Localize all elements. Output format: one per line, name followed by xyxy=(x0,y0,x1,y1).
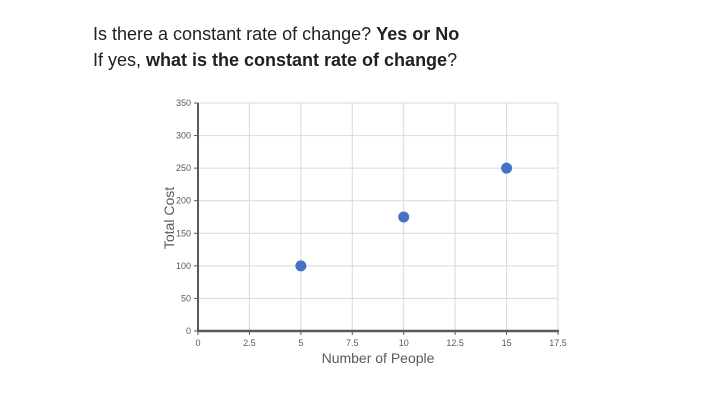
y-tick-label: 200 xyxy=(176,196,191,206)
x-tick-label: 2.5 xyxy=(243,338,256,348)
x-axis-title: Number of People xyxy=(321,350,435,366)
question-line-1-normal: Is there a constant rate of change? xyxy=(93,24,377,44)
x-tick-label: 10 xyxy=(399,338,409,348)
y-tick-label: 300 xyxy=(176,131,191,141)
question-line-2-suffix: ? xyxy=(447,50,458,70)
question-line-2-bold: what is the constant rate of change xyxy=(146,50,448,70)
question-line-2: If yes, what is the constant rate of cha… xyxy=(93,47,459,73)
x-tick-label: 17.5 xyxy=(549,338,567,348)
scatter-chart: 0 50 100 150 200 250 300 350 0 2.5 5 7.5 10 12.5 15 17.… xyxy=(150,92,574,377)
x-tick-label: 5 xyxy=(298,338,303,348)
scatter-chart-svg: 0 50 100 150 200 250 300 350 0 2.5 5 7.5 10 12.5 15 17.… xyxy=(176,98,567,348)
x-tick-label: 7.5 xyxy=(346,338,359,348)
y-tick-label: 100 xyxy=(176,261,191,271)
x-tick-label: 0 xyxy=(195,338,200,348)
y-tick-label: 350 xyxy=(176,98,191,108)
x-tick-label: 12.5 xyxy=(446,338,464,348)
question-line-1: Is there a constant rate of change? Yes … xyxy=(93,21,459,47)
data-point xyxy=(501,162,513,174)
y-tick-label: 0 xyxy=(186,326,191,336)
data-point xyxy=(398,211,410,223)
question-line-1-bold: Yes or No xyxy=(376,24,460,44)
question-line-2-prefix: If yes, xyxy=(93,50,147,70)
x-tick-label: 15 xyxy=(502,338,512,348)
y-axis-title: Total Cost xyxy=(161,186,177,250)
y-tick-label: 50 xyxy=(181,293,191,303)
y-tick-label: 150 xyxy=(176,228,191,238)
data-point xyxy=(295,260,307,272)
question-title: Is there a constant rate of change? Yes … xyxy=(93,21,459,73)
y-tick-label: 250 xyxy=(176,163,191,173)
